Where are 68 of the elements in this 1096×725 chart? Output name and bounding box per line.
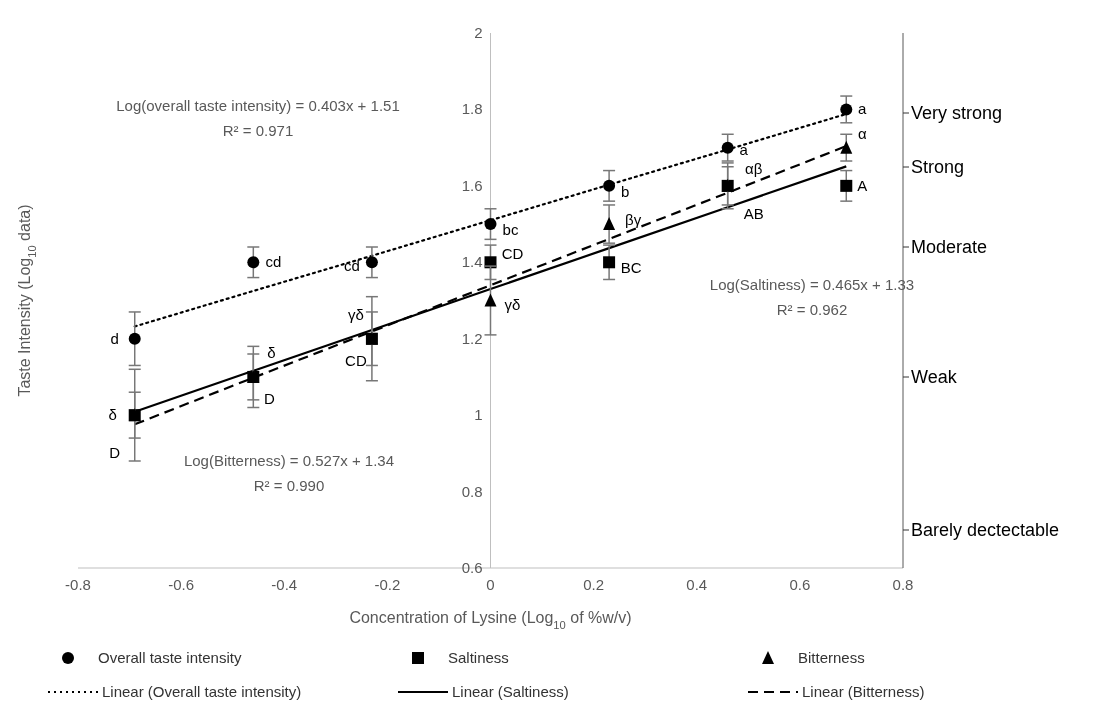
x-tick-label: 0 <box>486 576 495 593</box>
y-tick-label: 1 <box>474 406 483 424</box>
annotation: D <box>109 444 121 462</box>
annotation: γδ <box>347 305 364 323</box>
point <box>365 256 378 269</box>
x-tick-label: 0.8 <box>892 576 914 593</box>
y-tick-label: 0.6 <box>461 559 483 576</box>
y-tick-label: 1.8 <box>461 100 483 118</box>
annotation: AB <box>743 204 764 222</box>
annotation: CD <box>345 351 367 369</box>
point <box>484 293 497 307</box>
x-axis-title: Concentration of Lysine (Log$_{10}$ of %w/v) <box>349 609 632 631</box>
point <box>484 218 497 231</box>
point <box>603 217 616 231</box>
annotation: Log(Saltiness) = 0.465x + 1.33 <box>709 276 915 293</box>
legend-label: Saltiness <box>448 649 509 666</box>
legend-label: Linear (Bitterness) <box>802 683 925 700</box>
annotation: b <box>620 182 630 200</box>
annotation: α <box>857 124 867 142</box>
legend-label: Bitterness <box>798 649 865 666</box>
text: Very strong <box>911 103 1003 123</box>
legend-label: Linear (Saltiness) <box>452 683 569 700</box>
x-tick-label: -0.2 <box>374 576 401 593</box>
annotation: BC <box>620 259 642 277</box>
annotation: αβ <box>745 159 763 177</box>
point <box>840 179 853 192</box>
point <box>840 103 853 116</box>
point <box>603 256 616 269</box>
annotation: bc <box>502 221 519 239</box>
y-tick-label: 1.4 <box>461 253 483 271</box>
y-tick-label: 1.6 <box>461 176 483 194</box>
y-tick-label: 2 <box>474 24 483 41</box>
annotation: βγ <box>625 211 642 229</box>
annotation: Log(overall taste intensity) = 0.403x + 1.51 <box>116 97 400 114</box>
point <box>721 141 734 154</box>
annotation: cd <box>343 257 360 275</box>
x-tick-label: 0.2 <box>583 576 605 593</box>
x-tick-label: -0.6 <box>168 576 195 593</box>
legend-label: Linear (Overall taste intensity) <box>102 683 302 700</box>
annotation: R² = 0.971 <box>222 122 294 139</box>
x-tick-label: 0.6 <box>789 576 811 593</box>
annotation: Log(Bitterness) = 0.527x + 1.34 <box>183 452 395 469</box>
annotation: δ <box>267 343 276 361</box>
annotation: a <box>739 140 749 158</box>
annotation: A <box>857 176 868 194</box>
point <box>247 256 260 269</box>
annotation: CD <box>501 245 524 263</box>
y-tick-label: 0.8 <box>461 482 483 500</box>
annotation: R² = 0.990 <box>253 477 325 494</box>
annotation: a <box>858 100 868 118</box>
y-tick-label: 1.2 <box>461 329 483 347</box>
legend-label: Overall taste intensity <box>98 649 242 666</box>
point <box>128 332 141 345</box>
x-tick-label: 0.4 <box>686 576 708 593</box>
text: Weak <box>911 367 958 387</box>
annotation: γδ <box>504 295 521 313</box>
x-tick-label: -0.8 <box>65 576 91 593</box>
annotation: d <box>110 329 119 347</box>
annotation: D <box>263 389 275 407</box>
text: Moderate <box>911 237 988 257</box>
text: Barely dectectable <box>911 520 1060 540</box>
point <box>603 179 616 192</box>
text: Strong <box>911 157 965 177</box>
annotation: cd <box>265 253 282 271</box>
annotation: δ <box>108 406 117 424</box>
point <box>840 140 853 154</box>
x-tick-label: -0.4 <box>271 576 298 593</box>
annotation: R² = 0.962 <box>776 301 848 318</box>
